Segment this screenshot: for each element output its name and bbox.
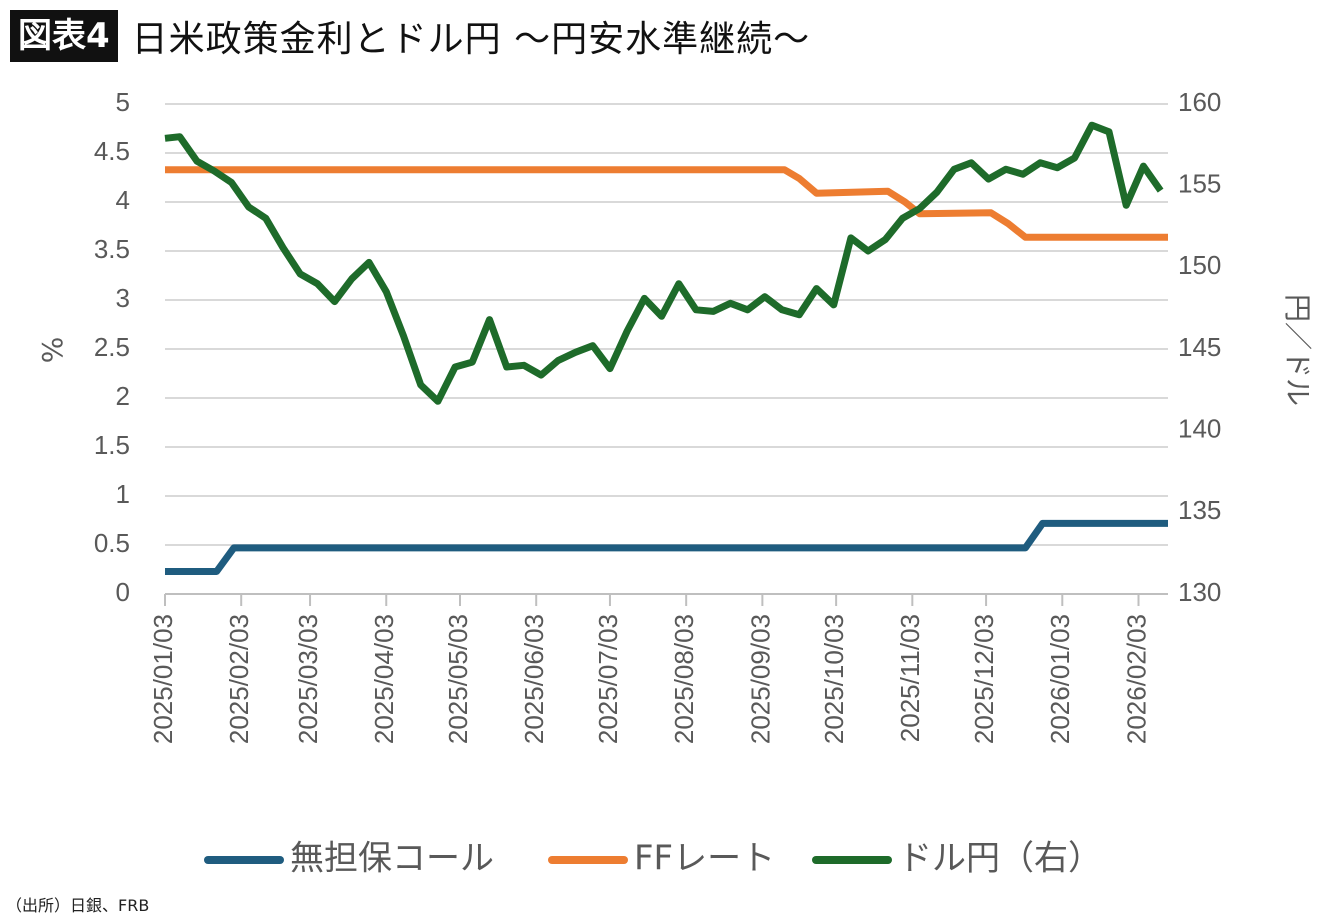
gridlines <box>165 103 1168 595</box>
chart-area: 0 0.5 1 1.5 2 2.5 3 3.5 4 4.5 5 130 135 140 145 150 155… <box>36 87 1314 879</box>
left-tick-label: 4 <box>116 185 130 215</box>
x-tick-label: 2025/04/03 <box>369 614 399 744</box>
right-tick-label: 135 <box>1178 495 1221 525</box>
right-tick-label: 160 <box>1178 87 1221 117</box>
x-tick-label: 2025/09/03 <box>745 614 775 744</box>
x-tick-label: 2025/03/03 <box>293 614 323 744</box>
x-tick-label: 2025/08/03 <box>669 614 699 744</box>
left-tick-label: 1.5 <box>94 430 130 460</box>
legend-label: 無担保コール <box>290 839 494 879</box>
x-tick-label: 2026/02/03 <box>1121 614 1151 744</box>
right-tick-label: 130 <box>1178 577 1221 607</box>
left-tick-label: 4.5 <box>94 136 130 166</box>
left-tick-label: 0.5 <box>94 528 130 558</box>
series-group <box>164 121 1168 575</box>
chart-header: 図表4 日米政策金利とドル円 〜円安水準継続〜 <box>10 8 810 64</box>
source-note: （出所）日銀、FRB <box>6 896 150 915</box>
left-axis-title: % <box>36 337 69 364</box>
x-tick-label: 2025/12/03 <box>969 614 999 744</box>
left-axis-ticks: 0 0.5 1 1.5 2 2.5 3 3.5 4 4.5 5 <box>94 87 130 607</box>
x-tick-label: 2025/05/03 <box>443 614 473 744</box>
x-tick-label: 2025/11/03 <box>895 614 925 742</box>
right-tick-label: 155 <box>1178 169 1221 199</box>
legend-label: FFレート <box>634 839 775 879</box>
right-axis-ticks: 130 135 140 145 150 155 160 <box>1178 87 1221 607</box>
x-tick-label: 2025/06/03 <box>519 614 549 744</box>
left-tick-label: 1 <box>116 479 130 509</box>
x-tick-label: 2026/01/03 <box>1045 614 1075 744</box>
right-tick-label: 150 <box>1178 250 1221 280</box>
figure-badge: 図表4 <box>10 10 118 62</box>
legend: 無担保コール FFレート ドル円（右） <box>204 839 1102 879</box>
series-line <box>164 121 1164 405</box>
right-tick-label: 145 <box>1178 332 1221 362</box>
x-tick-label: 2025/07/03 <box>593 614 623 744</box>
x-tick-label: 2025/01/03 <box>148 614 178 744</box>
left-tick-label: 0 <box>116 577 130 607</box>
x-tick-label: 2025/10/03 <box>819 614 849 744</box>
x-tick-label: 2025/02/03 <box>224 614 254 744</box>
left-tick-label: 3.5 <box>94 234 130 264</box>
left-tick-label: 3 <box>116 283 130 313</box>
series-line <box>165 166 1168 241</box>
legend-label: ドル円（右） <box>898 839 1102 879</box>
chart-title: 日米政策金利とドル円 〜円安水準継続〜 <box>131 19 811 60</box>
right-tick-label: 140 <box>1178 414 1221 444</box>
left-tick-label: 5 <box>116 87 130 117</box>
right-axis-title: 円／ドル <box>1281 294 1314 406</box>
x-axis-ticks: 2025/01/03 2025/02/03 2025/03/03 2025/04/03… <box>148 593 1168 744</box>
left-tick-label: 2 <box>116 381 130 411</box>
series-line <box>165 519 1168 575</box>
left-tick-label: 2.5 <box>94 332 130 362</box>
